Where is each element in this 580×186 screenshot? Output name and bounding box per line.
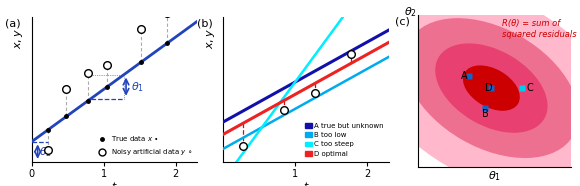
Ellipse shape [361,0,580,186]
Text: (b): (b) [197,18,213,28]
Text: D: D [485,83,493,93]
Ellipse shape [463,66,519,110]
Y-axis label: $x, y$: $x, y$ [205,28,217,49]
Text: (c): (c) [396,16,410,26]
Text: C: C [527,83,533,93]
Text: (a): (a) [5,18,21,28]
Text: A: A [461,71,467,81]
Text: $\theta_2$: $\theta_2$ [39,145,52,158]
Ellipse shape [436,44,547,132]
X-axis label: $t$: $t$ [303,180,309,186]
Legend: True data $x$ $\bullet$, Noisy artificial data $y$ $\circ$: True data $x$ $\bullet$, Noisy artificia… [93,133,194,158]
X-axis label: $\theta_1$: $\theta_1$ [488,169,501,183]
Text: $\theta_1$: $\theta_1$ [131,80,144,94]
Y-axis label: $\theta_2$: $\theta_2$ [404,6,417,20]
Text: R(θ) = sum of
squared residuals: R(θ) = sum of squared residuals [502,20,577,39]
Y-axis label: $x, y$: $x, y$ [13,28,26,49]
X-axis label: $t$: $t$ [111,180,118,186]
Ellipse shape [405,19,578,157]
Text: B: B [482,109,489,119]
Legend: A true but unknown, B too low, C too steep, D optimal: A true but unknown, B too low, C too ste… [304,121,385,158]
